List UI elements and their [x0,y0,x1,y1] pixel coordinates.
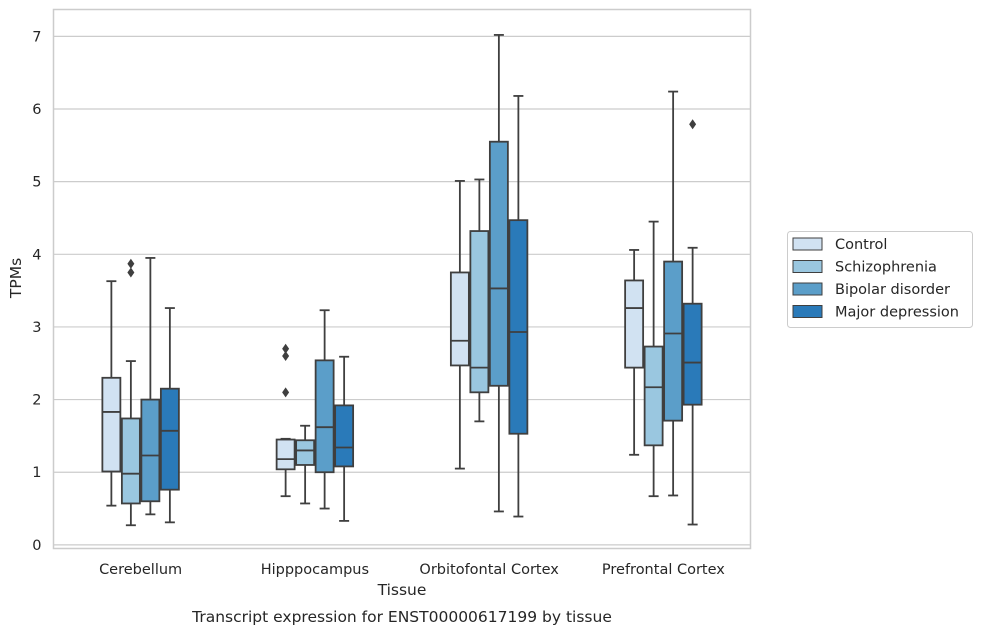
y-axis-label: TPMs [7,258,25,299]
iqr-box [275,438,296,471]
chart-caption: Transcript expression for ENST0000061719… [191,608,612,626]
box-bipolar-disorder-cerebellum [140,257,161,516]
box-major-depression-hipppocampus [334,355,355,522]
box-bipolar-disorder-orbitofontal-cortex [488,34,509,513]
y-tick-label: 2 [32,393,41,409]
iqr-box [508,219,529,435]
legend-label: Major depression [835,305,959,321]
legend-item-schizophrenia: Schizophrenia [792,260,937,276]
box-control-prefrontal-cortex [624,249,645,456]
iqr-box [469,230,490,394]
iqr-box [643,345,664,447]
box-schizophrenia-hipppocampus [295,424,316,505]
legend-item-bipolar-disorder: Bipolar disorder [792,282,950,298]
x-tick-labels: Cerebellum Hipppocampus Orbitofontal Corte… [99,562,725,578]
outlier-point [127,258,135,269]
box-control-hipppocampus [275,343,296,498]
box-major-depression-prefrontal-cortex [682,119,703,526]
box-control-orbitofontal-cortex [449,180,470,470]
y-tick-label: 3 [32,320,41,336]
box-bipolar-disorder-prefrontal-cortex [663,90,684,497]
y-tick-label: 7 [32,29,41,45]
iqr-box [663,260,684,422]
legend-label: Bipolar disorder [835,282,950,298]
x-tick-label-prefrontal-cortex: Prefrontal Cortex [602,562,725,578]
y-tick-label: 5 [32,175,41,191]
y-tick-label: 1 [32,465,41,481]
legend-swatch [792,282,823,296]
outlier-point [282,387,290,398]
x-axis-label: Tissue [377,581,427,599]
iqr-box [449,271,470,367]
legend-label: Control [835,237,887,253]
outlier-point [282,351,290,361]
box-schizophrenia-orbitofontal-cortex [469,178,490,423]
legend-swatch [792,260,823,273]
iqr-box [314,359,335,474]
iqr-box [295,439,316,466]
y-tick-labels: 0 1 2 3 4 5 6 7 [32,29,41,553]
plot-frame [52,8,752,550]
legend: Control Schizophrenia Bipolar disorder Majo… [787,231,973,328]
legend-frame [787,231,973,328]
x-tick-label-hipppocampus: Hipppocampus [261,562,369,578]
iqr-box [101,376,122,473]
box-control-cerebellum [101,280,122,507]
iqr-box [140,398,161,503]
legend-swatch [792,305,823,318]
outlier-point [127,267,135,278]
iqr-box [682,302,703,406]
legend-item-major-depression: Major depression [792,305,959,321]
outlier-point [282,343,290,354]
x-tick-label-orbitofontal-cortex: Orbitofontal Cortex [419,562,559,578]
legend-item-control: Control [792,237,887,253]
y-tick-label: 6 [32,102,41,118]
box-schizophrenia-prefrontal-cortex [643,220,664,498]
iqr-box [159,387,180,491]
iqr-box [624,279,645,369]
y-tick-label: 0 [32,538,41,554]
box-bipolar-disorder-hipppocampus [314,309,335,510]
box-major-depression-orbitofontal-cortex [508,95,529,518]
y-tick-label: 4 [32,247,41,263]
iqr-box [488,140,509,387]
legend-swatch [792,237,823,251]
iqr-box [120,417,141,505]
box-series [101,34,703,527]
iqr-box [334,404,355,468]
box-schizophrenia-cerebellum [120,258,141,527]
x-tick-label-cerebellum: Cerebellum [99,562,182,578]
outlier-point [689,119,697,130]
box-major-depression-cerebellum [159,307,180,524]
legend-label: Schizophrenia [835,260,937,276]
